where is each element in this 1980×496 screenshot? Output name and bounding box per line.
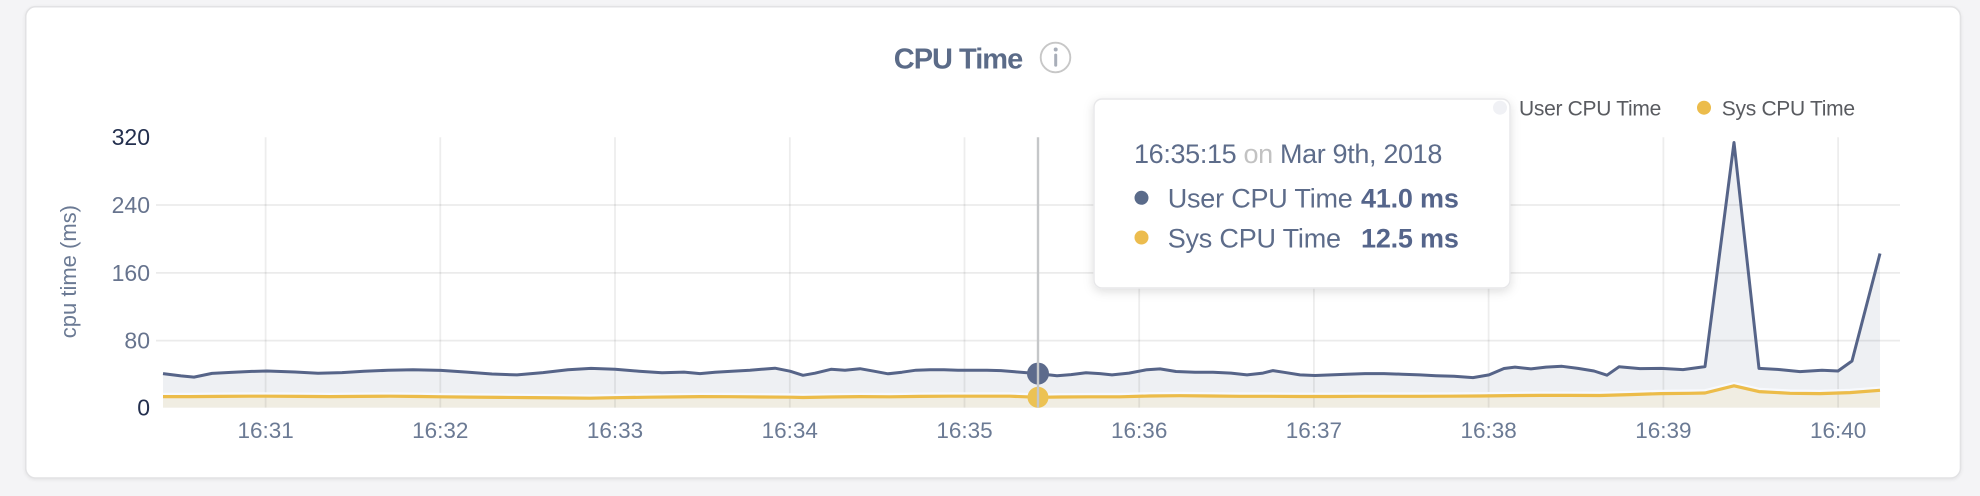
svg-text:160: 160 [112, 260, 150, 286]
svg-text:41.0 ms: 41.0 ms [1361, 184, 1459, 214]
svg-text:User CPU Time: User CPU Time [1168, 184, 1353, 214]
svg-text:0: 0 [137, 395, 150, 421]
svg-text:16:37: 16:37 [1286, 418, 1342, 443]
svg-text:16:35:15 on Mar 9th, 2018: 16:35:15 on Mar 9th, 2018 [1134, 139, 1442, 169]
svg-text:240: 240 [112, 192, 150, 218]
svg-text:CPU Time: CPU Time [894, 44, 1023, 76]
svg-text:16:38: 16:38 [1460, 418, 1516, 443]
svg-text:16:33: 16:33 [587, 418, 643, 443]
svg-text:16:34: 16:34 [762, 418, 818, 443]
svg-text:16:35: 16:35 [936, 418, 992, 443]
svg-text:16:39: 16:39 [1635, 418, 1691, 443]
svg-text:16:40: 16:40 [1810, 418, 1866, 443]
svg-text:12.5 ms: 12.5 ms [1361, 223, 1459, 253]
svg-text:cpu time (ms): cpu time (ms) [56, 205, 81, 338]
svg-text:16:32: 16:32 [412, 418, 468, 443]
svg-text:Sys CPU Time: Sys CPU Time [1168, 223, 1341, 253]
svg-text:Sys CPU Time: Sys CPU Time [1722, 97, 1855, 120]
svg-text:User CPU Time: User CPU Time [1519, 97, 1661, 120]
svg-text:80: 80 [124, 328, 150, 354]
svg-text:16:31: 16:31 [237, 418, 293, 443]
svg-text:320: 320 [112, 124, 150, 150]
svg-text:16:36: 16:36 [1111, 418, 1167, 443]
